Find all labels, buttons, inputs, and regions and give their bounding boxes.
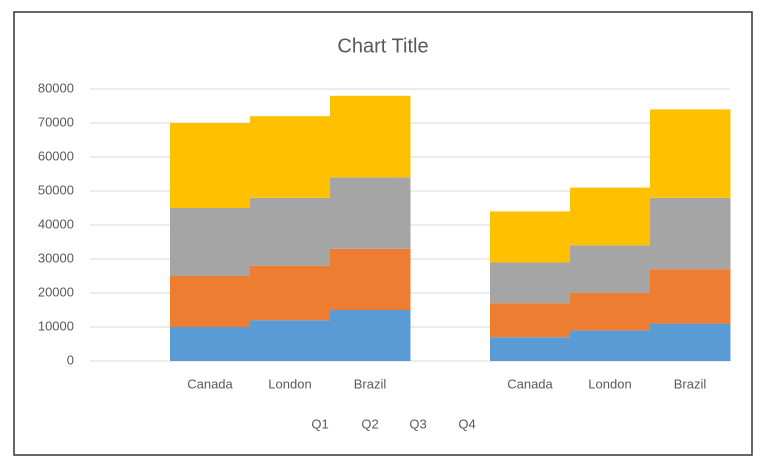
area-segment	[490, 262, 571, 304]
chart-title: Chart Title	[337, 35, 428, 57]
area-segment	[250, 320, 331, 361]
y-tick-label: 10000	[38, 318, 74, 333]
x-tick-label: London	[268, 376, 311, 391]
area-segment	[570, 187, 651, 246]
area-segment	[250, 116, 331, 198]
y-tick-label: 70000	[38, 114, 74, 129]
y-tick-label: 80000	[38, 80, 74, 95]
area-segment	[570, 293, 651, 331]
area-segment	[650, 323, 731, 361]
legend-label: Q2	[361, 416, 378, 431]
area-segment	[570, 245, 651, 293]
area-segment	[570, 330, 651, 361]
area-segment	[250, 265, 331, 321]
area-segment	[250, 197, 331, 266]
x-tick-label: London	[588, 376, 631, 391]
area-segment	[330, 310, 411, 361]
legend-label: Q4	[458, 416, 475, 431]
area-segment	[650, 269, 731, 324]
area-segment	[330, 95, 411, 178]
area-segment	[330, 248, 411, 310]
y-tick-label: 20000	[38, 284, 74, 299]
y-tick-label: 50000	[38, 182, 74, 197]
area-segment	[170, 327, 251, 361]
y-tick-label: 40000	[38, 216, 74, 231]
y-tick-label: 0	[67, 352, 74, 367]
area-segment	[490, 303, 571, 338]
area-segment	[650, 197, 731, 270]
y-tick-label: 30000	[38, 250, 74, 265]
legend-label: Q1	[311, 416, 328, 431]
x-tick-label: Brazil	[354, 376, 387, 391]
area-segment	[170, 208, 251, 276]
y-tick-label: 60000	[38, 148, 74, 163]
area-segment	[490, 337, 571, 361]
area-segment	[490, 211, 571, 263]
x-tick-label: Brazil	[674, 376, 707, 391]
area-segment	[170, 276, 251, 327]
legend-label: Q3	[409, 416, 426, 431]
x-tick-label: Canada	[187, 376, 233, 391]
area-segment	[330, 177, 411, 249]
area-segment	[170, 123, 251, 208]
x-tick-label: Canada	[507, 376, 553, 391]
area-segment	[650, 109, 731, 198]
